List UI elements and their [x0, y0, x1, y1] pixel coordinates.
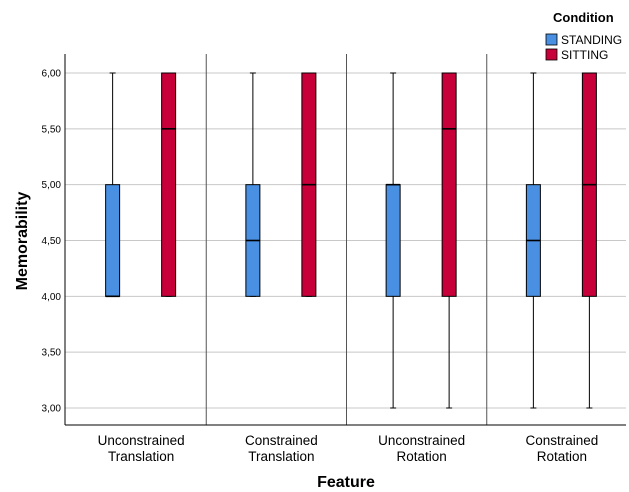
box-sitting: [161, 72, 177, 297]
box-standing: [245, 72, 261, 297]
box-sitting: [441, 72, 457, 409]
box-body: [161, 72, 177, 297]
box-body: [105, 184, 121, 297]
legend-label: SITTING: [561, 48, 608, 62]
y-tick-label: 4,00: [42, 292, 62, 303]
y-tick-label: 6,00: [42, 69, 62, 80]
y-tick-label: 3,00: [42, 404, 62, 415]
box-standing: [385, 72, 401, 409]
box-standing: [525, 72, 541, 409]
y-tick-label: 4,50: [42, 236, 62, 247]
y-tick-label: 5,50: [42, 124, 62, 135]
x-tick-label: Unconstrained Rotation: [378, 433, 465, 464]
x-tick-label: Constrained Rotation: [525, 433, 598, 464]
legend-title: Condition: [553, 10, 614, 25]
y-tick-label: 5,00: [42, 180, 62, 191]
legend-swatch: [545, 33, 558, 46]
box-standing: [105, 72, 121, 298]
box-layer: [105, 72, 597, 409]
x-axis-title: Feature: [317, 474, 375, 491]
x-tick-label: Unconstrained Translation: [98, 433, 185, 464]
y-axis-title: Memorability: [14, 192, 31, 291]
legend-swatch: [545, 48, 558, 61]
x-tick-label: Constrained Translation: [245, 433, 318, 464]
box-body: [441, 72, 457, 297]
box-sitting: [581, 72, 597, 409]
axes: 6,00 5,50 5,00 4,50 4,00 3,50 3,00 Unconstraine…: [42, 54, 626, 464]
category-separators: [205, 54, 488, 425]
box-sitting: [301, 72, 317, 297]
gridlines: [65, 72, 626, 409]
y-tick-label: 3,50: [42, 348, 62, 359]
legend-label: STANDING: [561, 33, 622, 47]
box-body: [385, 184, 401, 297]
